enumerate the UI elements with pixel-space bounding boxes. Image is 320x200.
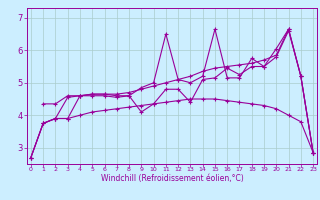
X-axis label: Windchill (Refroidissement éolien,°C): Windchill (Refroidissement éolien,°C) (100, 174, 244, 183)
